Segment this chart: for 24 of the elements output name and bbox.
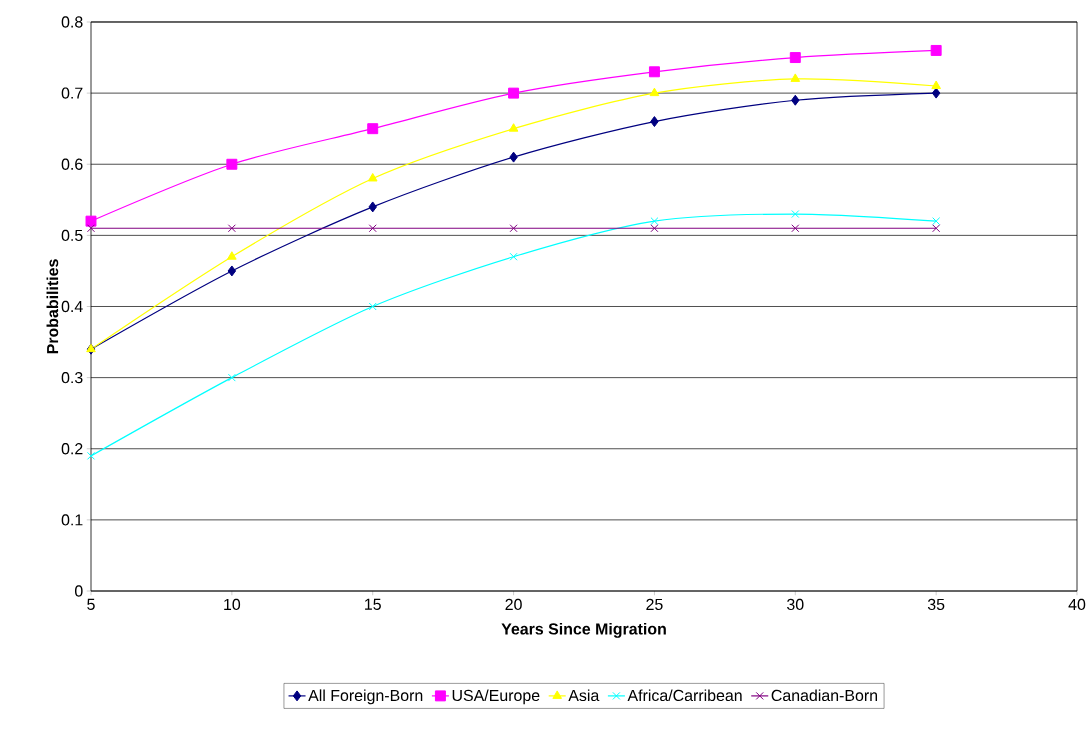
y-tick-label: 0.2	[61, 443, 83, 455]
x-tick-label: 25	[646, 598, 663, 611]
legend-label: Africa/Carribean	[627, 689, 742, 702]
y-axis-title: Probabilities	[46, 259, 59, 354]
y-tick-label: 0.7	[61, 87, 83, 99]
x-tick-label: 5	[87, 598, 95, 610]
x-tick-label: 10	[224, 598, 241, 611]
x-axis-title: Years Since Migration	[501, 622, 666, 638]
x-tick-label: 20	[505, 598, 522, 611]
x-tick-label: 40	[1068, 598, 1086, 611]
x-tick-label: 30	[787, 598, 804, 611]
y-tick-label: 0	[74, 585, 83, 597]
x-tick-label: 15	[365, 598, 381, 610]
x-tick-label: 35	[927, 598, 945, 611]
y-tick-label: 0.4	[61, 300, 83, 313]
y-tick-label: 0.8	[61, 16, 83, 28]
legend-label: All Foreign-Born	[308, 689, 423, 705]
y-tick-label: 0.5	[61, 229, 83, 242]
legend-label: USA/Europe	[452, 689, 540, 705]
y-tick-label: 0.6	[61, 158, 83, 170]
legend-label: Canadian-Born	[771, 689, 878, 702]
legend-label: Asia	[568, 689, 600, 702]
y-tick-label: 0.1	[61, 514, 83, 526]
y-tick-label: 0.3	[61, 371, 83, 384]
